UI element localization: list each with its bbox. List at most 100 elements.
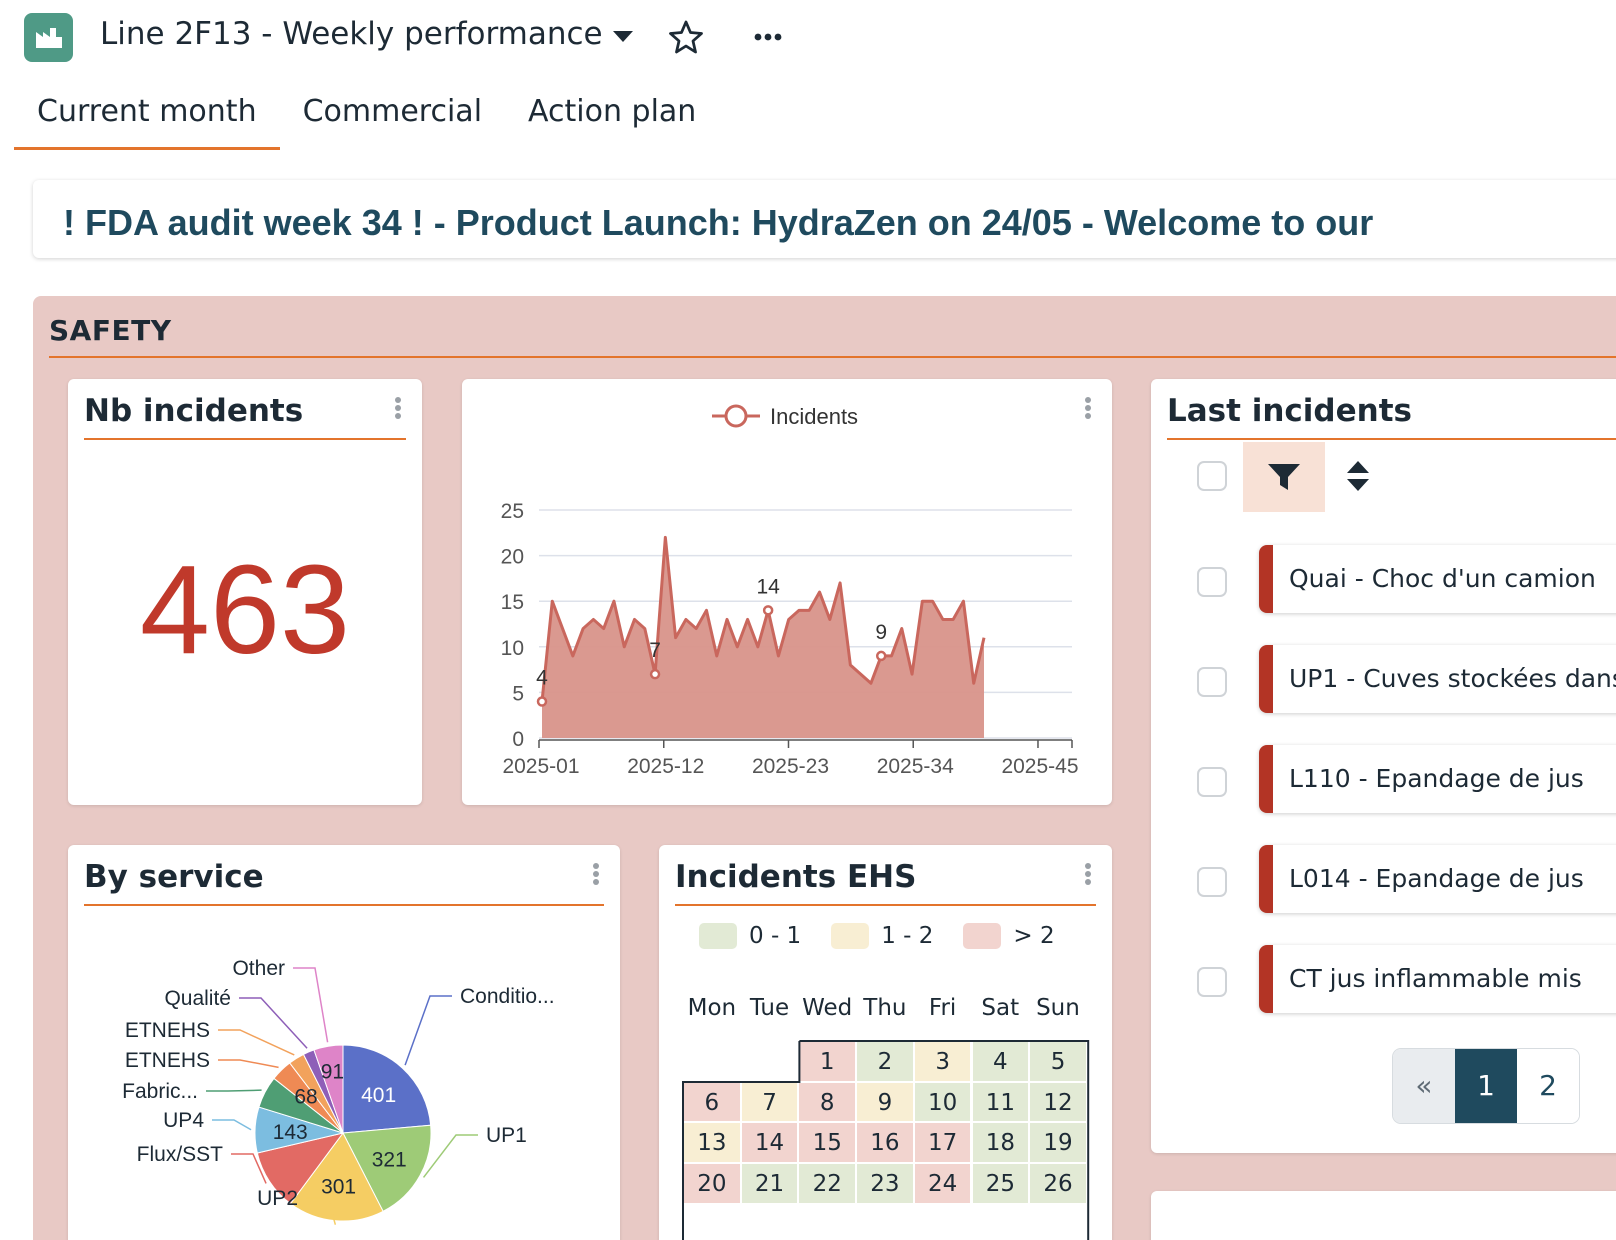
calendar-day[interactable]: 16 bbox=[856, 1122, 914, 1163]
pagination-page-1[interactable]: 1 bbox=[1455, 1049, 1517, 1123]
y-tick-label: 0 bbox=[512, 728, 524, 751]
row-checkbox[interactable] bbox=[1197, 567, 1227, 597]
calendar-day[interactable]: 11 bbox=[971, 1081, 1030, 1123]
pagination-prev-button[interactable]: « bbox=[1393, 1049, 1455, 1123]
calendar-day[interactable]: 10 bbox=[913, 1081, 972, 1123]
data-point-marker bbox=[875, 650, 887, 662]
incidents-area-chart: Incidents 0 5 10 15 20 25 2025-01 2025-12 2025-… bbox=[501, 404, 1079, 778]
calendar-day[interactable]: 24 bbox=[913, 1163, 972, 1204]
weekday-label: Fri bbox=[928, 995, 957, 1021]
slice-leader-line bbox=[239, 997, 308, 1049]
card-menu-icon[interactable] bbox=[1082, 395, 1094, 425]
slice-name-label: UP1 bbox=[486, 1124, 527, 1147]
calendar-day[interactable]: 1 bbox=[798, 1041, 857, 1082]
calendar-day[interactable]: 13 bbox=[683, 1122, 741, 1163]
chart-legend[interactable]: Incidents bbox=[712, 404, 858, 429]
calendar-day[interactable]: 23 bbox=[856, 1163, 914, 1204]
weekday-label: Thu bbox=[863, 995, 907, 1021]
chevron-down-icon bbox=[612, 30, 633, 42]
app-factory-icon[interactable] bbox=[24, 13, 73, 62]
y-tick-label: 25 bbox=[501, 500, 524, 523]
card-menu-icon[interactable] bbox=[392, 395, 404, 425]
pie-slice bbox=[342, 1044, 432, 1134]
slice-leader-line bbox=[218, 1029, 295, 1056]
data-label: 9 bbox=[875, 621, 887, 644]
row-checkbox[interactable] bbox=[1197, 867, 1227, 897]
card-divider bbox=[675, 904, 1096, 906]
y-tick-label: 15 bbox=[501, 591, 524, 614]
incidents-total-value: 463 bbox=[139, 539, 351, 680]
last-incidents-card: Last incidents Quai - Choc d'un camion U… bbox=[1151, 379, 1616, 1153]
service-pie-chart: 401 Conditio... 321 UP1 301 UP2 Flux/SST 143 UP4… bbox=[122, 957, 555, 1225]
sort-icon[interactable] bbox=[1345, 459, 1371, 493]
slice-value-label: 143 bbox=[273, 1121, 308, 1144]
calendar-day[interactable]: 6 bbox=[683, 1081, 741, 1123]
legend-label-high: > 2 bbox=[1013, 923, 1055, 949]
calendar-day[interactable]: 9 bbox=[856, 1081, 914, 1123]
legend-swatch-high[interactable] bbox=[963, 923, 1002, 949]
calendar-day[interactable]: 15 bbox=[798, 1122, 857, 1163]
series-area bbox=[542, 537, 984, 738]
legend-swatch-mid[interactable] bbox=[831, 923, 870, 949]
y-tick-label: 10 bbox=[501, 637, 524, 660]
calendar-day[interactable]: 22 bbox=[798, 1163, 857, 1204]
calendar-day[interactable]: 12 bbox=[1029, 1081, 1087, 1123]
calendar-day[interactable]: 8 bbox=[798, 1081, 857, 1123]
calendar-day[interactable]: 7 bbox=[740, 1081, 799, 1123]
tab-bar: Current month Commercial Action plan bbox=[14, 88, 719, 150]
card-menu-icon[interactable] bbox=[1082, 861, 1094, 891]
calendar-day[interactable]: 17 bbox=[913, 1122, 972, 1163]
calendar-day[interactable]: 3 bbox=[913, 1041, 972, 1082]
weekday-label: Tue bbox=[749, 995, 790, 1021]
incident-item[interactable]: L110 - Epandage de jus bbox=[1259, 745, 1616, 813]
incident-item[interactable]: Quai - Choc d'un camion bbox=[1259, 545, 1616, 613]
pie-slice bbox=[342, 1124, 432, 1213]
x-tick-label: 2025-45 bbox=[1001, 755, 1078, 778]
calendar-day[interactable]: 25 bbox=[971, 1163, 1030, 1204]
calendar-weekdays: Mon Tue Wed Thu Fri Sat Sun bbox=[683, 995, 1087, 1021]
incident-item[interactable]: CT jus inflammable mis bbox=[1259, 945, 1616, 1013]
tab-commercial[interactable]: Commercial bbox=[302, 94, 483, 129]
row-checkbox[interactable] bbox=[1197, 667, 1227, 697]
calendar-day[interactable]: 2 bbox=[856, 1041, 914, 1082]
calendar-day[interactable]: 21 bbox=[740, 1163, 799, 1204]
dashboard-title[interactable]: Line 2F13 - Weekly performance bbox=[100, 16, 633, 52]
calendar-day[interactable]: 4 bbox=[971, 1041, 1030, 1082]
more-options-icon[interactable] bbox=[748, 22, 788, 52]
calendar-day[interactable]: 18 bbox=[971, 1122, 1030, 1163]
pie-slice bbox=[289, 1132, 384, 1222]
legend-label-mid: 1 - 2 bbox=[881, 923, 934, 949]
incident-item[interactable]: L014 - Epandage de jus bbox=[1259, 845, 1616, 913]
legend-swatch-low[interactable] bbox=[699, 923, 737, 949]
tab-current-month[interactable]: Current month bbox=[14, 88, 280, 150]
data-point-marker bbox=[649, 668, 661, 680]
announcement-banner: ! FDA audit week 34 ! - Product Launch: … bbox=[33, 180, 1616, 258]
card-title: By service bbox=[84, 859, 264, 895]
weekday-label: Sun bbox=[1036, 995, 1080, 1021]
slice-name-label: Qualité bbox=[164, 987, 231, 1010]
slice-leader-line bbox=[404, 995, 452, 1066]
card-title: Incidents EHS bbox=[675, 859, 917, 895]
pagination-page-2[interactable]: 2 bbox=[1517, 1049, 1579, 1123]
calendar-day[interactable]: 5 bbox=[1029, 1041, 1087, 1082]
calendar-day[interactable]: 19 bbox=[1029, 1122, 1087, 1163]
incidents-ehs-card: Incidents EHS 0 - 1 1 - 2 > 2 Mon Tue We… bbox=[659, 845, 1112, 1240]
calendar-day[interactable]: 20 bbox=[683, 1163, 741, 1204]
data-point-marker bbox=[536, 696, 548, 707]
slice-name-label: ETNEHS bbox=[125, 1019, 210, 1042]
calendar-legend: 0 - 1 1 - 2 > 2 bbox=[699, 923, 1073, 949]
tab-action-plan[interactable]: Action plan bbox=[528, 94, 697, 129]
row-checkbox[interactable] bbox=[1197, 967, 1227, 997]
select-all-checkbox[interactable] bbox=[1197, 461, 1227, 491]
card-menu-icon[interactable] bbox=[590, 861, 602, 891]
calendar-day[interactable]: 14 bbox=[740, 1122, 799, 1163]
row-checkbox[interactable] bbox=[1197, 767, 1227, 797]
incident-item[interactable]: UP1 - Cuves stockées dans bbox=[1259, 645, 1616, 713]
favorite-star-icon[interactable] bbox=[666, 18, 706, 58]
x-tick-label: 2025-01 bbox=[502, 755, 579, 778]
series-line bbox=[540, 535, 986, 702]
slice-leader-line bbox=[212, 1119, 252, 1131]
data-point-marker bbox=[762, 605, 774, 616]
calendar-day[interactable]: 26 bbox=[1029, 1163, 1087, 1204]
filter-button[interactable] bbox=[1243, 442, 1325, 512]
